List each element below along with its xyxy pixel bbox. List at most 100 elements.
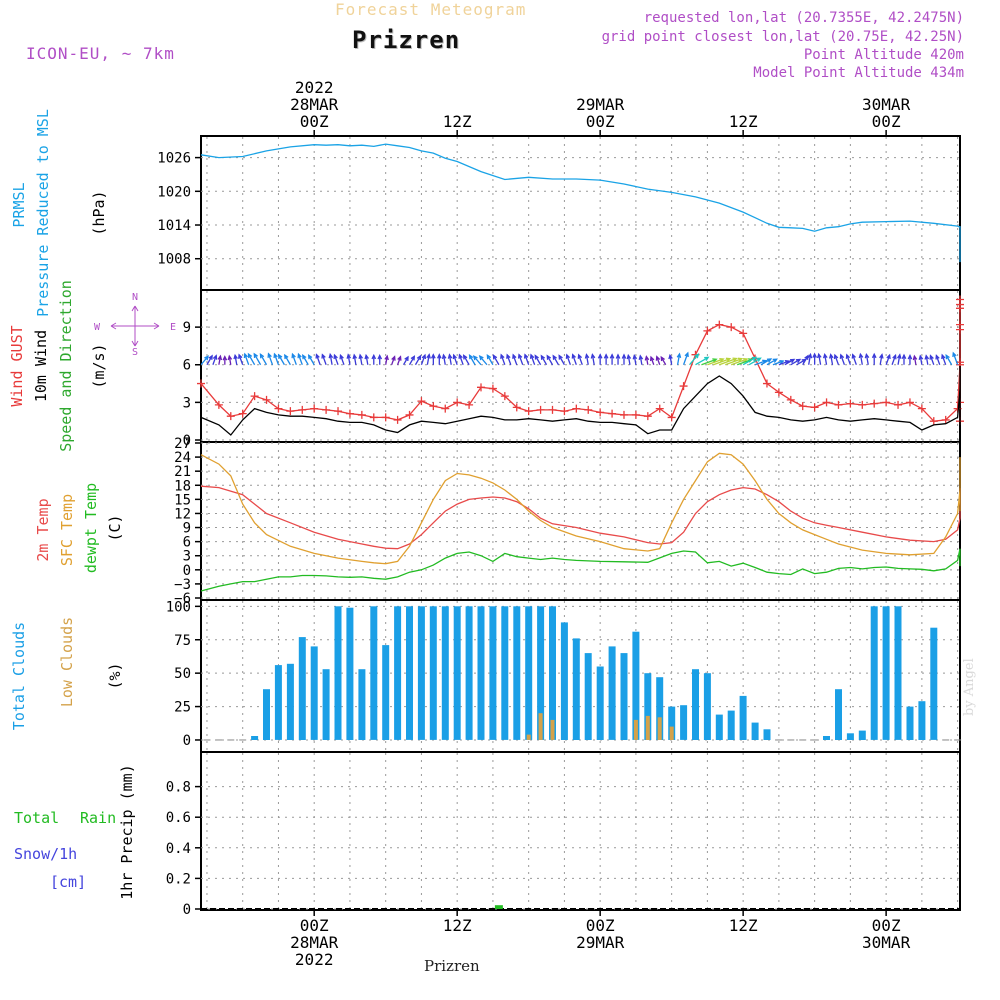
gust-series-marker [465,400,474,409]
wind-arrow [766,358,777,366]
wind-arrow-head [552,354,557,360]
y-tick-label: 0.4 [166,841,191,857]
wind-arrow [365,355,369,365]
wind-arrow [784,358,795,366]
temp2m-label: 2m Temp [34,498,52,561]
wind-arrow [259,353,268,366]
wind-arrow-head [756,357,762,362]
wind-arrow [796,359,807,366]
wind-arrow [500,354,506,365]
footer-station: Prizren [424,957,480,975]
wind-arrow [566,354,571,365]
wind-arrow [919,355,923,365]
gust-series-marker [512,403,521,412]
gust-series-marker [429,402,438,411]
wind-arrow-head [315,353,320,359]
wind-arrow [925,355,929,365]
wind-arrow-head [584,353,590,359]
x-tick-label-bottom: 00Z [586,916,615,935]
gust-series-marker [905,398,914,407]
wind-label: 10m Wind [32,330,50,402]
wind-arrow-head [597,353,603,359]
wind-arrow-head [924,354,930,360]
wind-arrow-head [644,355,650,361]
compass-south: S [132,347,138,358]
y-tick-label: 3 [183,395,191,411]
model-name: ICON-EU, ~ 7km [26,44,175,63]
total-cloud-bar [310,646,318,740]
total-cloud-bar [334,606,342,740]
y-tick-label: 1026 [157,151,191,167]
wind-arrow [506,354,512,365]
total-cloud-bar [322,669,330,740]
wind-arrow-head [609,353,615,359]
dewpt-series [200,548,961,592]
credit-watermark: by Angel [962,658,977,716]
total-cloud-bar [632,631,640,740]
wind-arrow-head [259,352,265,359]
wind-arrow [707,358,724,366]
wind-arrow-head [277,353,283,359]
wind-arrow-head [879,353,884,359]
chart-title: Forecast Meteogram [335,0,527,19]
grid-point-location: grid point closest lon,lat (20.75E, 42.2… [601,29,964,45]
temp-unit-label: (C) [106,514,124,541]
total-cloud-bar [382,645,390,740]
wind-arrow [420,354,426,365]
wind-arrow-head [472,355,478,361]
y-tick-label: 50 [174,666,191,682]
wind-arrow [682,352,689,365]
wind-arrow [321,354,327,365]
gust-series-marker [357,410,366,419]
gust-series-marker [810,403,819,412]
wind-arrow [748,357,761,366]
wind-arrow [473,355,482,366]
low-cloud-bar [550,719,555,740]
low-cloud-bar [645,715,650,740]
wind-arrow-head [828,353,834,359]
gust-series-marker [238,409,247,418]
wind-arrow-head [725,357,732,363]
total-cloud-bar [358,669,366,740]
precip-unit-label: 1hr Precip (mm) [118,764,136,899]
total-cloud-bar [680,705,688,740]
wind-arrow-head [638,354,644,360]
low-cloud-bar [669,726,674,740]
total-cloud-bar [525,606,533,740]
wind-arrow-head [660,355,665,362]
wind-arrow [458,354,464,365]
y-tick-label: 75 [174,633,191,649]
wind-arrow [742,356,757,366]
pressure-unit-label: (hPa) [90,190,108,235]
wind-arrow [824,354,828,365]
gust-series-marker [619,410,628,419]
wind-arrow-head [247,352,253,359]
x-tick-label-bottom: 12Z [443,916,472,935]
wind-arrow-head [421,353,427,360]
wind-arrow [627,355,631,365]
total-clouds-label: Total Clouds [10,622,28,730]
wind-arrow [802,355,809,366]
wind-arrow-head [779,359,785,365]
wind-arrow-head [212,354,218,360]
total-cloud-bar [406,606,413,740]
gust-series-marker [956,304,964,313]
total-cloud-bar [477,606,485,740]
total-cloud-bar [751,722,759,740]
panel-frame-temperature [200,441,961,601]
wind-arrow-head [339,353,344,360]
x-tick-label-top: 00Z [586,112,615,131]
wind-arrow-head [712,358,718,363]
total-cloud-bar [429,606,437,740]
wind-arrow-head [523,353,529,359]
x-tick-label-bottom: 30MAR [862,933,911,952]
wind-arrow-head [719,357,725,363]
wind-arrow-head [404,355,409,362]
wind-arrow-head [321,353,326,359]
wind-arrow-head [621,353,627,359]
wind-arrow-head [952,351,957,358]
gust-series-marker [679,382,688,391]
wind-arrow [772,360,784,366]
wind-arrow-head [668,353,673,360]
wind-arrow-head [517,353,523,359]
